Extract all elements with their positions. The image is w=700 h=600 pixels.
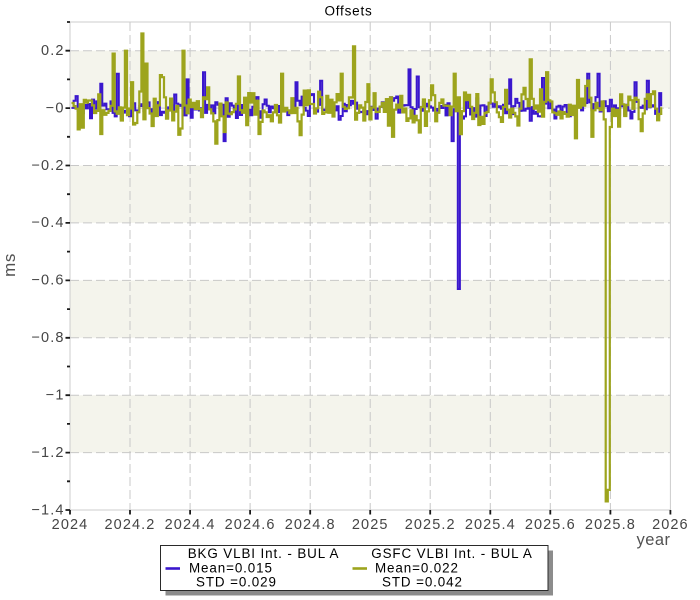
svg-text:−0.4: −0.4 bbox=[31, 215, 64, 231]
svg-text:STD =0.029: STD =0.029 bbox=[196, 575, 277, 590]
svg-text:−0: −0 bbox=[46, 100, 65, 116]
svg-text:2026: 2026 bbox=[652, 517, 689, 533]
svg-text:−0.8: −0.8 bbox=[31, 330, 64, 346]
svg-text:−1.4: −1.4 bbox=[31, 502, 64, 518]
svg-text:2025.4: 2025.4 bbox=[465, 517, 516, 533]
svg-text:2025: 2025 bbox=[352, 517, 389, 533]
svg-text:2024.8: 2024.8 bbox=[285, 517, 336, 533]
svg-text:2024: 2024 bbox=[52, 517, 89, 533]
svg-text:STD =0.042: STD =0.042 bbox=[382, 575, 463, 590]
svg-text:Mean=0.022: Mean=0.022 bbox=[375, 560, 459, 575]
svg-text:Offsets: Offsets bbox=[324, 4, 372, 19]
svg-text:2024.2: 2024.2 bbox=[105, 517, 156, 533]
svg-text:2024.6: 2024.6 bbox=[225, 517, 276, 533]
svg-text:Mean=0.015: Mean=0.015 bbox=[189, 560, 273, 575]
svg-text:0.2: 0.2 bbox=[41, 43, 64, 59]
svg-text:2025.8: 2025.8 bbox=[585, 517, 636, 533]
svg-text:GSFC VLBI Int. - BUL A: GSFC VLBI Int. - BUL A bbox=[371, 546, 532, 561]
svg-text:−0.2: −0.2 bbox=[31, 158, 64, 174]
svg-text:BKG VLBI Int. - BUL A: BKG VLBI Int. - BUL A bbox=[188, 546, 340, 561]
svg-text:2025.2: 2025.2 bbox=[405, 517, 456, 533]
svg-text:year: year bbox=[636, 531, 670, 549]
svg-text:2024.4: 2024.4 bbox=[165, 517, 216, 533]
svg-text:2025.6: 2025.6 bbox=[525, 517, 576, 533]
svg-text:−1.2: −1.2 bbox=[31, 445, 64, 461]
svg-text:−0.6: −0.6 bbox=[31, 273, 64, 289]
svg-text:−1: −1 bbox=[46, 388, 65, 404]
svg-text:ms: ms bbox=[0, 253, 19, 277]
